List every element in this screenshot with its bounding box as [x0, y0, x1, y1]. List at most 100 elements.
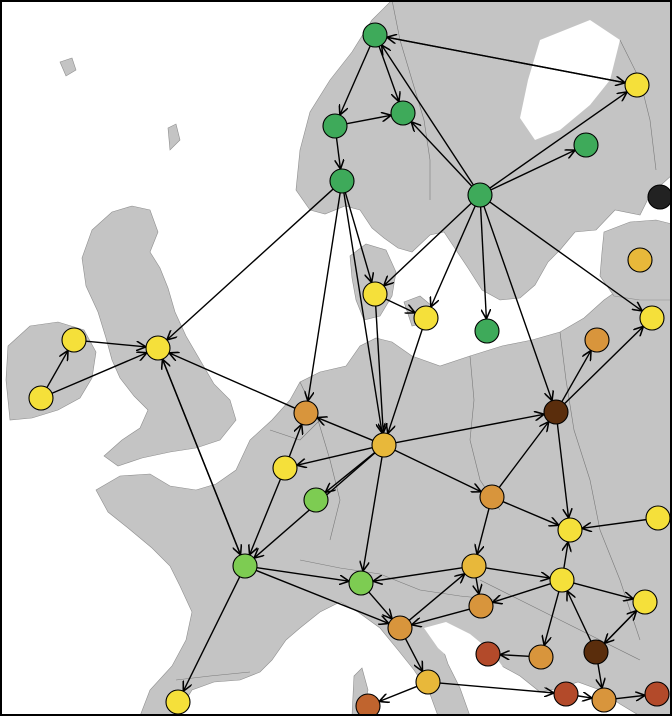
network-edge — [344, 192, 371, 282]
adriatic-sea — [424, 622, 520, 702]
network-edge — [385, 298, 414, 312]
network-node-yellow — [28, 385, 54, 411]
network-node-green — [390, 100, 416, 126]
network-edge — [288, 425, 301, 458]
network-edge — [161, 358, 240, 554]
network-node-gold — [627, 247, 653, 273]
network-edge — [431, 205, 476, 306]
network-node-orange — [528, 644, 554, 670]
network-edge — [343, 192, 382, 432]
network-edges — [46, 37, 647, 701]
network-node-rust — [355, 693, 381, 716]
network-node-red-brown — [553, 681, 579, 707]
network-edge — [394, 449, 480, 491]
network-edge — [337, 137, 341, 168]
network-edge — [490, 151, 574, 191]
network-node-green — [362, 22, 388, 48]
network-edge — [250, 478, 282, 554]
network-node-gold — [371, 432, 397, 458]
network-edge — [573, 582, 633, 599]
network-node-red-brown — [475, 641, 501, 667]
network-node-yellow — [639, 305, 665, 331]
network-edge — [256, 567, 348, 581]
network-edge — [298, 447, 373, 465]
network-edge — [489, 201, 642, 310]
border-alps — [299, 559, 501, 601]
network-edge — [605, 610, 638, 643]
landmasses — [5, 0, 672, 716]
network-edge — [583, 518, 647, 529]
border-east — [559, 331, 641, 641]
border-benelux — [269, 419, 321, 441]
network-node-light-green — [348, 570, 374, 596]
network-edge — [577, 696, 591, 698]
network-edge — [346, 115, 390, 125]
network-node-yellow — [549, 567, 575, 593]
network-edge — [408, 574, 464, 621]
network-edge — [170, 353, 296, 409]
landmass-continent — [95, 269, 672, 716]
network-node-orange — [591, 687, 617, 713]
network-node-orange — [387, 615, 413, 641]
network-node-yellow — [61, 327, 87, 353]
network-edge — [368, 591, 392, 618]
island-faroe — [59, 57, 77, 77]
network-edge — [561, 351, 591, 402]
border-se-fi — [619, 39, 657, 171]
network-edge — [326, 452, 376, 492]
network-node-red-brown — [644, 681, 670, 707]
network-node-yellow — [624, 72, 650, 98]
network-node-light-green — [232, 553, 258, 579]
network-node-yellow — [557, 517, 583, 543]
network-node-dark-brown — [583, 639, 609, 665]
network-node-yellow — [645, 505, 671, 531]
network-node-orange — [479, 484, 505, 510]
network-edge — [598, 663, 602, 687]
network-node-green — [573, 132, 599, 158]
network-node-gold — [461, 553, 487, 579]
network-edge — [564, 327, 643, 405]
network-edge — [318, 418, 374, 442]
network-edge — [255, 569, 388, 623]
network-node-yellow — [165, 689, 191, 715]
network-edge — [568, 592, 592, 642]
network-edge — [380, 685, 418, 701]
network-edge — [375, 305, 384, 432]
network-edge — [564, 543, 568, 569]
network-edge — [483, 206, 552, 399]
network-edge — [439, 682, 553, 693]
network-edge — [502, 501, 558, 525]
network-node-orange — [584, 327, 610, 353]
network-node-orange — [468, 593, 494, 619]
network-nodes — [28, 22, 672, 716]
network-edge — [395, 414, 543, 444]
network-edge — [413, 608, 470, 624]
network-node-light-green — [303, 487, 329, 513]
network-node-yellow — [413, 305, 439, 331]
network-edge — [404, 638, 422, 671]
network-edge — [168, 188, 334, 339]
network-edge — [308, 192, 341, 400]
network-node-yellow — [362, 281, 388, 307]
network-edge — [476, 577, 479, 593]
network-node-yellow — [272, 455, 298, 481]
network-node-green — [329, 168, 355, 194]
network-edge — [485, 567, 549, 578]
network-edge — [544, 591, 560, 645]
network-edge — [501, 655, 530, 657]
network-edge — [479, 206, 487, 318]
network-edge — [388, 329, 423, 432]
network-edge — [498, 422, 548, 488]
network-edge — [363, 456, 383, 570]
network-edge — [184, 576, 241, 691]
network-edge — [412, 122, 473, 187]
network-node-yellow — [632, 589, 658, 615]
network-edge — [489, 92, 627, 189]
network-node-yellow — [145, 335, 171, 361]
border-balkans — [479, 579, 641, 661]
network-edge — [85, 340, 145, 347]
network-node-dark-brown — [543, 399, 569, 425]
network-node-green — [467, 182, 493, 208]
